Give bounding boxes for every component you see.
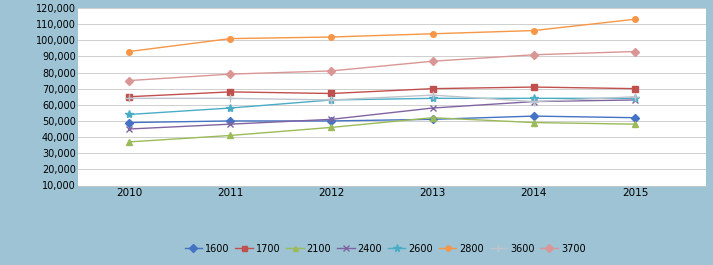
- 2100: [125, 140, 133, 144]
- Line: 1600: 1600: [126, 113, 638, 125]
- Line: 3700: 3700: [126, 49, 638, 83]
- 3600: [631, 95, 640, 98]
- 2600: [530, 97, 538, 100]
- 2400: [226, 123, 235, 126]
- 1600: [530, 114, 538, 118]
- 1600: [631, 116, 640, 119]
- 1700: [631, 87, 640, 90]
- 2800: [125, 50, 133, 53]
- 1700: [125, 95, 133, 98]
- 3600: [429, 94, 437, 97]
- 3700: [327, 69, 336, 73]
- 2600: [429, 97, 437, 100]
- 2600: [327, 98, 336, 101]
- 3700: [429, 60, 437, 63]
- 3600: [327, 98, 336, 101]
- 2800: [530, 29, 538, 32]
- Line: 1700: 1700: [126, 84, 638, 99]
- 2400: [631, 98, 640, 101]
- 2600: [125, 113, 133, 116]
- Line: 2400: 2400: [125, 96, 639, 132]
- 3700: [226, 73, 235, 76]
- 1700: [429, 87, 437, 90]
- 1700: [530, 85, 538, 89]
- 2400: [429, 107, 437, 110]
- 2400: [125, 127, 133, 131]
- Line: 2800: 2800: [126, 16, 638, 54]
- 2100: [429, 116, 437, 119]
- Line: 3600: 3600: [125, 91, 639, 106]
- Line: 2100: 2100: [126, 115, 638, 145]
- Legend: 1600, 1700, 2100, 2400, 2600, 2800, 3600, 3700: 1600, 1700, 2100, 2400, 2600, 2800, 3600…: [180, 240, 590, 258]
- 2800: [226, 37, 235, 40]
- 1700: [226, 90, 235, 94]
- 1700: [327, 92, 336, 95]
- 1600: [429, 118, 437, 121]
- 3700: [631, 50, 640, 53]
- 3600: [125, 97, 133, 100]
- 2800: [327, 36, 336, 39]
- 2400: [327, 118, 336, 121]
- 2100: [631, 123, 640, 126]
- 2100: [530, 121, 538, 124]
- 2100: [226, 134, 235, 137]
- 2600: [631, 97, 640, 100]
- 3700: [530, 53, 538, 56]
- 1600: [327, 119, 336, 122]
- 3600: [530, 100, 538, 103]
- 1600: [125, 121, 133, 124]
- 2400: [530, 100, 538, 103]
- Line: 2600: 2600: [125, 94, 639, 119]
- 2800: [631, 18, 640, 21]
- 2100: [327, 126, 336, 129]
- 3700: [125, 79, 133, 82]
- 2800: [429, 32, 437, 35]
- 1600: [226, 119, 235, 122]
- 3600: [226, 97, 235, 100]
- 2600: [226, 107, 235, 110]
